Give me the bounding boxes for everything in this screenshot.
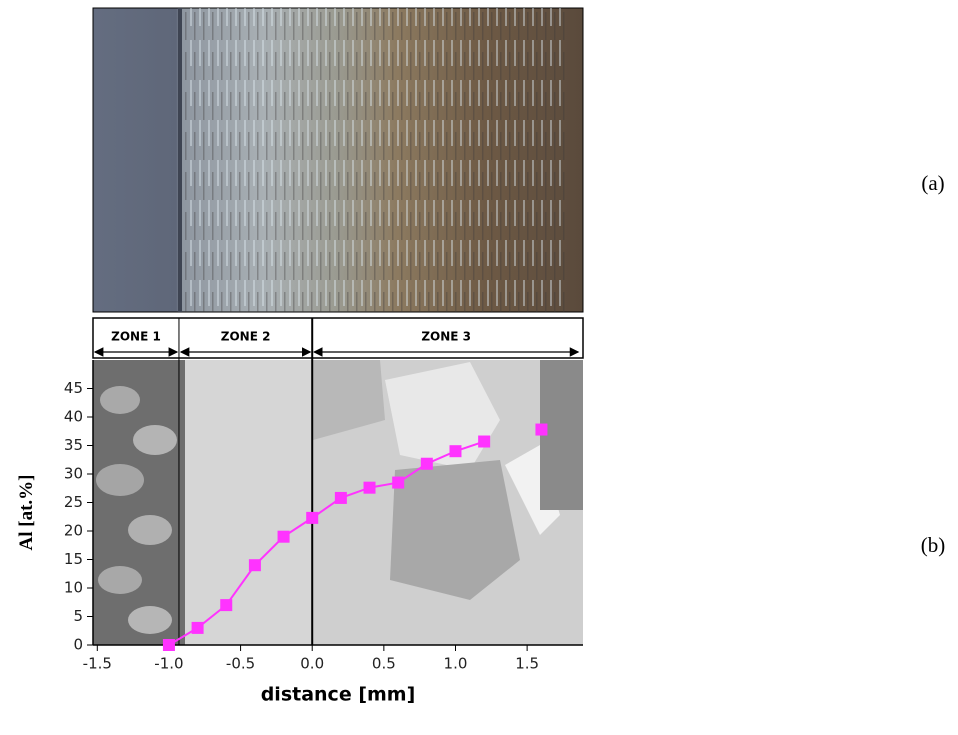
x-tick-label: 0.5 [372,655,396,673]
x-tick-label: 1.0 [444,655,468,673]
y-tick-label: 25 [64,493,83,511]
data-point [478,435,491,448]
data-point [420,457,433,470]
zone-label: ZONE 1 [111,330,161,344]
micrograph [93,360,583,645]
x-tick-label: -0.5 [226,655,255,673]
y-tick-label: 45 [64,379,83,397]
y-tick-label: 20 [64,522,83,540]
zone-label: ZONE 2 [221,330,271,344]
data-point [191,621,204,634]
data-point [220,599,233,612]
data-point [535,423,548,436]
data-point [306,511,319,524]
y-tick-label: 15 [64,550,83,568]
photo [92,7,584,313]
y-tick-label: 30 [64,465,83,483]
data-point [248,559,261,572]
y-tick-label: 10 [64,579,83,597]
data-point [392,476,405,489]
y-tick-label: 5 [73,607,83,625]
y-axis-label: Al [at.%] [16,475,37,551]
y-tick-label: 0 [73,636,83,654]
x-tick-label: 0.0 [300,655,324,673]
x-tick-label: -1.0 [154,655,183,673]
data-point [162,639,175,651]
x-tick-label: 1.5 [515,655,539,673]
y-tick-label: 35 [64,436,83,454]
data-point [334,491,347,504]
data-point [277,530,290,543]
panel-label: (a) [921,171,944,195]
data-point [363,481,376,494]
x-tick-label: -1.5 [83,655,112,673]
x-axis-label: distance [mm] [261,684,416,706]
y-tick-label: 40 [64,408,83,426]
panel-label: (b) [921,533,946,557]
zone-label: ZONE 3 [421,330,471,344]
data-point [449,445,462,458]
